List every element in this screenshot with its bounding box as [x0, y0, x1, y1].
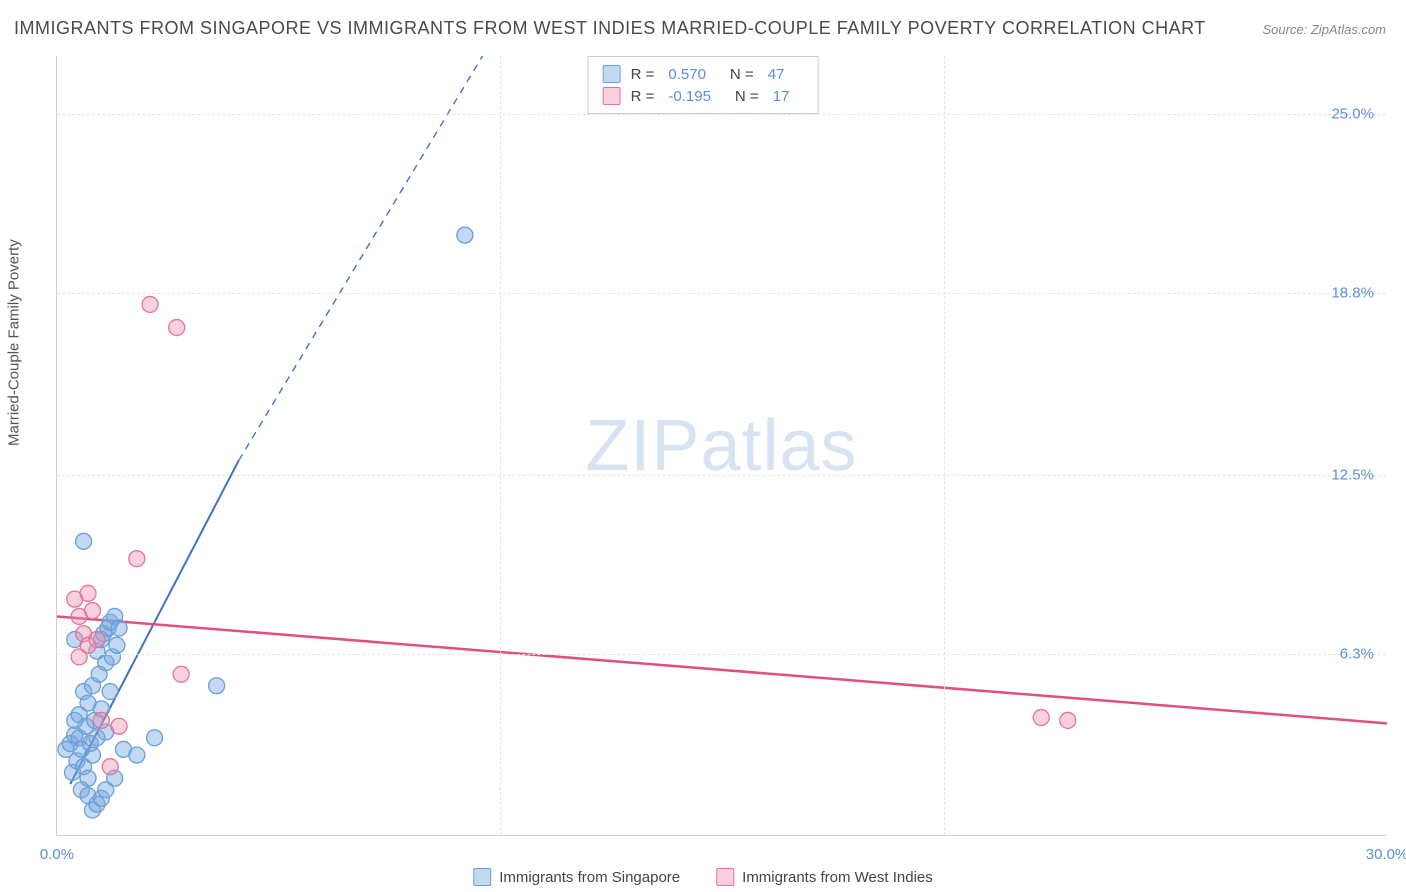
data-point: [80, 585, 96, 601]
y-tick-label: 25.0%: [1331, 105, 1374, 122]
legend-item-westindies: Immigrants from West Indies: [716, 868, 933, 886]
data-point: [111, 718, 127, 734]
n-label: N =: [735, 88, 759, 105]
data-point: [457, 227, 473, 243]
r-label: R =: [631, 66, 655, 83]
y-tick-label: 18.8%: [1331, 284, 1374, 301]
legend-label-singapore: Immigrants from Singapore: [499, 869, 680, 886]
n-label: N =: [730, 66, 754, 83]
y-axis-label: Married-Couple Family Poverty: [6, 239, 23, 446]
swatch-westindies: [603, 87, 621, 105]
swatch-singapore: [473, 868, 491, 886]
source-label: Source: ZipAtlas.com: [1262, 22, 1386, 37]
chart-title: IMMIGRANTS FROM SINGAPORE VS IMMIGRANTS …: [14, 18, 1206, 39]
legend-series: Immigrants from Singapore Immigrants fro…: [473, 868, 933, 886]
r-value-westindies: -0.195: [668, 88, 711, 105]
data-point: [209, 678, 225, 694]
data-point: [129, 747, 145, 763]
data-point: [84, 603, 100, 619]
n-value-westindies: 17: [773, 88, 790, 105]
r-value-singapore: 0.570: [668, 66, 706, 83]
data-point: [76, 533, 92, 549]
data-point: [102, 759, 118, 775]
gridline-v: [944, 56, 945, 835]
x-tick-label: 0.0%: [40, 846, 74, 863]
trend-line-dashed: [239, 56, 483, 460]
plot-area: ZIPatlas 6.3%12.5%18.8%25.0%0.0%30.0%: [56, 56, 1386, 836]
gridline-h: [57, 654, 1386, 655]
data-point: [102, 684, 118, 700]
data-point: [142, 296, 158, 312]
x-tick-label: 30.0%: [1366, 846, 1406, 863]
data-point: [89, 632, 105, 648]
data-point: [1060, 712, 1076, 728]
data-point: [84, 747, 100, 763]
data-point: [173, 666, 189, 682]
plot-svg: [57, 56, 1386, 835]
gridline-h: [57, 475, 1386, 476]
trend-line: [57, 616, 1387, 723]
data-point: [1033, 710, 1049, 726]
legend-correlation: R = 0.570 N = 47 R = -0.195 N = 17: [588, 56, 819, 114]
legend-item-singapore: Immigrants from Singapore: [473, 868, 680, 886]
data-point: [111, 620, 127, 636]
data-point: [129, 551, 145, 567]
gridline-h: [57, 293, 1386, 294]
data-point: [109, 637, 125, 653]
r-label: R =: [631, 88, 655, 105]
swatch-singapore: [603, 65, 621, 83]
data-point: [169, 320, 185, 336]
gridline-v: [500, 56, 501, 835]
data-point: [147, 730, 163, 746]
legend-row-westindies: R = -0.195 N = 17: [603, 85, 804, 107]
legend-label-westindies: Immigrants from West Indies: [742, 869, 933, 886]
swatch-westindies: [716, 868, 734, 886]
legend-row-singapore: R = 0.570 N = 47: [603, 63, 804, 85]
n-value-singapore: 47: [768, 66, 785, 83]
y-tick-label: 12.5%: [1331, 466, 1374, 483]
y-tick-label: 6.3%: [1340, 646, 1374, 663]
data-point: [93, 712, 109, 728]
